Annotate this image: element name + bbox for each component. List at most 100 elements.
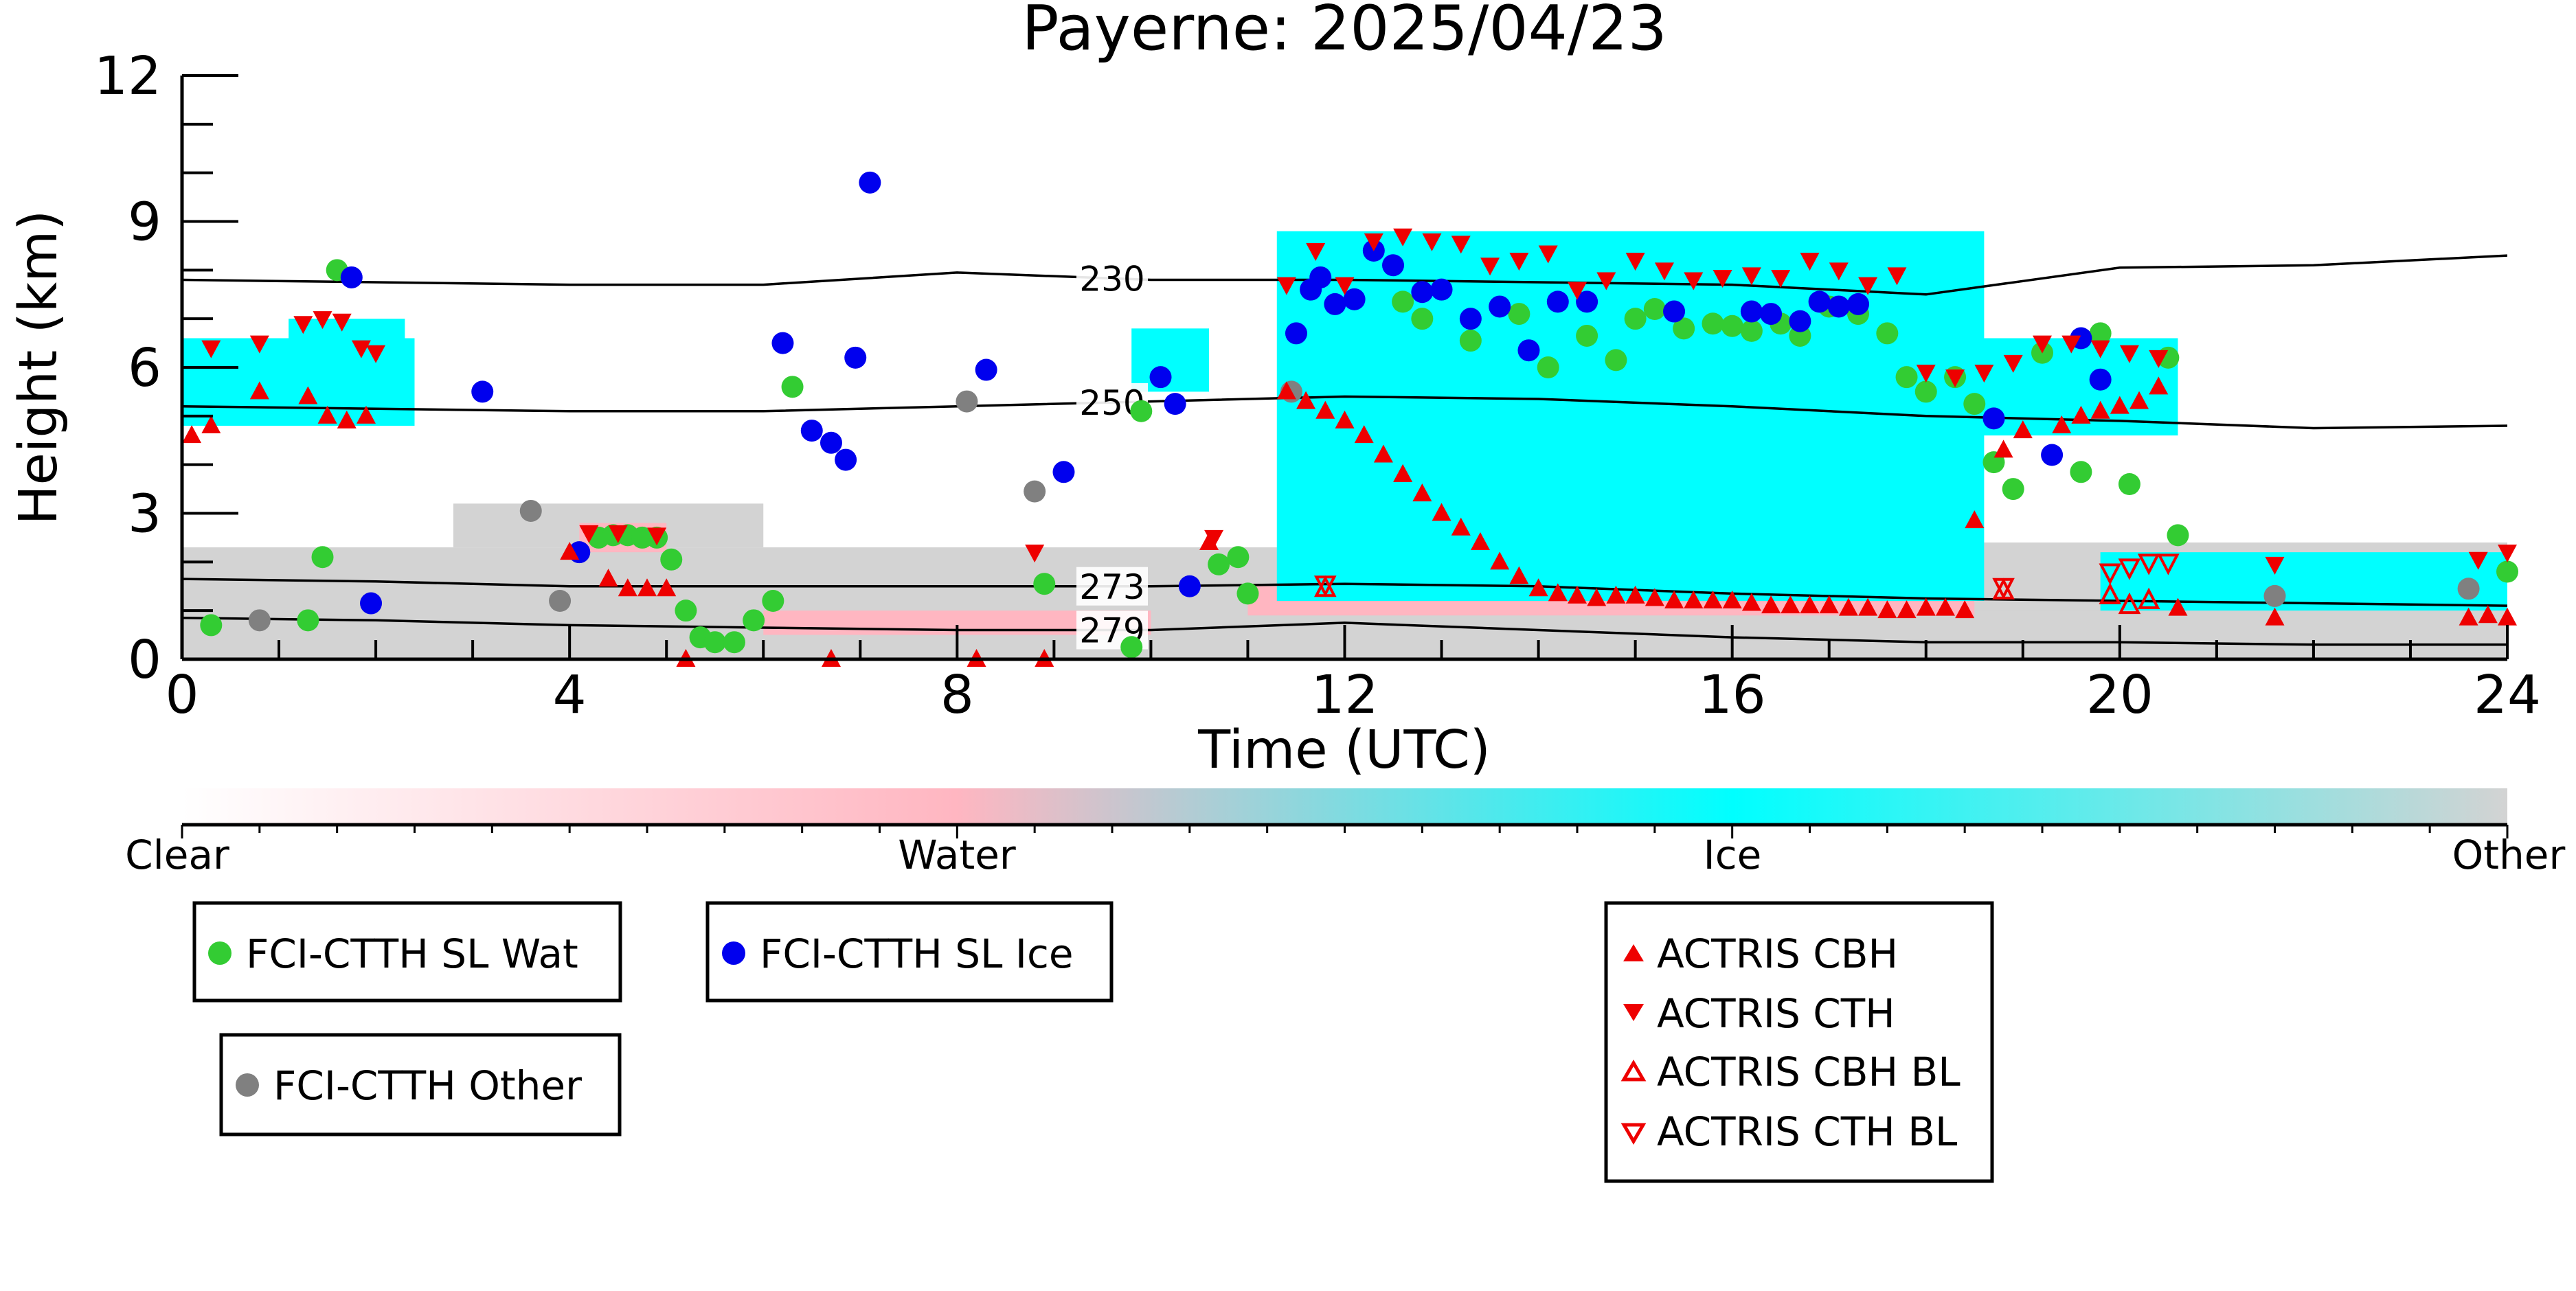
marker-fci-ctth-sl-ice [1760,303,1783,325]
marker-actris-cth [1509,253,1529,271]
marker-fci-ctth-sl-ice [771,332,794,354]
marker-actris-cbh [1858,597,1878,616]
marker-actris-cth [313,311,332,330]
marker-fci-ctth-sl-wat [1508,303,1530,325]
marker-fci-ctth-sl-wat [1392,290,1414,313]
marker-actris-cbh [182,425,202,444]
marker-actris-cth-bl [1313,575,1337,597]
marker-actris-cbh [1509,566,1529,584]
marker-fci-ctth-sl-ice [1309,266,1332,288]
legend-box-actris: ACTRIS CBH ACTRIS CTH ACTRIS CBH BL ACTR… [1604,901,1994,1183]
marker-fci-ctth-sl-wat [1236,582,1259,605]
marker-actris-cbh [1819,595,1839,614]
colorbar: Clear Water Ice Other [125,788,2565,878]
marker-fci-ctth-sl-ice [1178,575,1201,597]
marker-actris-cbh [2168,597,2188,616]
marker-actris-cth [1393,228,1413,247]
isotherm-273 [182,578,2507,607]
marker-actris-cbh [1548,583,1568,602]
marker-fci-ctth-sl-wat [762,590,784,612]
marker-actris-cbh [1587,588,1607,606]
marker-actris-cbh [2110,396,2129,414]
marker-fci-ctth-sl-ice [340,266,363,288]
marker-actris-cth [332,313,352,332]
legend-marker-actris-cbh-bl [1620,1060,1647,1082]
marker-fci-ctth-sl-ice [1343,288,1366,310]
marker-fci-ctth-sl-wat [2118,473,2140,495]
marker-fci-ctth-other [2263,584,2286,607]
isotherm-label-bg [1076,259,1148,298]
marker-actris-cth [1858,277,1878,295]
marker-actris-cbh [1568,585,1587,604]
legend-label-fci-ice: FCI-CTTH SL Ice [760,930,1074,977]
marker-actris-cth [1335,277,1355,295]
y-tick-label: 12 [94,46,161,107]
marker-fci-ctth-sl-wat [703,631,726,654]
marker-fci-ctth-sl-ice [859,171,881,194]
marker-actris-cbh [2459,607,2478,626]
colorbar-label-clear: Clear [125,832,229,878]
chart-title: Payerne: 2025/04/23 [1021,0,1667,65]
marker-actris-cth [1480,258,1500,276]
legend-box-fci-other: FCI-CTTH Other [219,1033,622,1136]
marker-fci-ctth-sl-ice [1052,461,1075,483]
marker-fci-ctth-sl-wat [2002,478,2024,501]
marker-actris-cth [1596,272,1616,290]
legend-label-actris-cth-bl: ACTRIS CTH BL [1657,1108,1957,1155]
marker-actris-cth-bl [2157,553,2180,575]
marker-actris-cth [2149,350,2169,368]
marker-fci-ctth-sl-wat [297,609,319,632]
marker-actris-cbh [2090,400,2110,419]
legend-marker-fci-other [236,1073,259,1097]
marker-fci-ctth-sl-wat [1411,308,1434,330]
marker-fci-ctth-sl-ice [1546,290,1569,313]
marker-actris-cth [1654,262,1674,281]
marker-actris-cth [1887,267,1907,286]
marker-fci-ctth-sl-wat [675,599,697,622]
marker-fci-ctth-other [248,609,271,632]
y-tick-label: 0 [128,630,161,691]
marker-actris-cth [1625,253,1645,271]
marker-actris-cth [1945,369,1965,388]
marker-actris-cbh [1373,444,1393,463]
isotherm-label-273: 273 [1079,567,1144,607]
x-tick-label: 16 [1699,665,1766,726]
x-tick-label: 4 [553,665,587,726]
marker-fci-ctth-sl-ice [1808,290,1831,313]
marker-actris-cth [1451,236,1471,254]
x-tick-label: 0 [166,665,199,726]
colorbar-label-ice: Ice [1704,832,1762,878]
marker-fci-ctth-sl-wat [1033,573,1056,595]
cloud-mask-ice [1276,231,1985,602]
marker-fci-ctth-sl-wat [1914,380,1937,403]
isotherm-label-bg [1076,567,1148,606]
marker-actris-cth [1829,262,1849,281]
marker-actris-cbh [1625,585,1645,604]
marker-actris-cbh [1993,439,2013,458]
plot-axes: 0 3 6 9 12 0 4 8 12 16 20 24 [94,46,2541,726]
legend-frame [1604,901,1994,1183]
marker-fci-ctth-sl-ice [1576,290,1598,313]
marker-fci-ctth-sl-ice [360,592,383,615]
marker-actris-cth [2119,345,2139,363]
x-tick-label: 12 [1311,665,1379,726]
marker-fci-ctth-sl-ice [1459,308,1482,330]
marker-actris-cbh [1838,597,1858,616]
marker-fci-ctth-sl-ice [1382,254,1405,277]
marker-actris-cth [1422,233,1442,251]
marker-actris-cbh [1935,597,1955,616]
marker-actris-cth [647,527,667,546]
marker-fci-ctth-sl-ice [1324,293,1346,315]
marker-actris-cbh [1451,517,1471,536]
legend-marker-fci-wat [208,941,231,965]
marker-actris-cth [1916,365,1936,383]
y-tick-label: 6 [128,338,161,399]
marker-actris-cth [1204,529,1224,548]
marker-actris-cbh-bl [2099,582,2122,604]
marker-actris-cbh [1800,595,1820,614]
marker-actris-cbh-bl [2118,592,2141,615]
marker-fci-ctth-sl-ice [1982,407,2005,430]
marker-actris-cth [1276,277,1296,295]
